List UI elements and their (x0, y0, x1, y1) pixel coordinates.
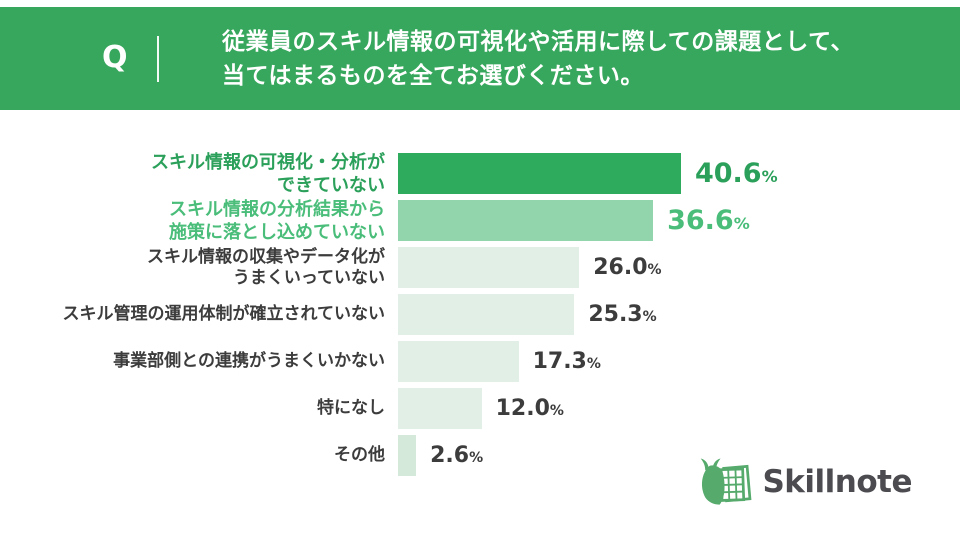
bar (398, 153, 681, 194)
category-label: 特になし (317, 398, 385, 418)
question-title-line2: 当てはまるものを全てお選びください。 (222, 63, 644, 89)
category-label: スキル情報の分析結果から 施策に落とし込めていない (169, 198, 385, 243)
bar-area: 17.3% (398, 341, 960, 382)
bar (398, 341, 519, 382)
percent-sign: % (733, 214, 750, 233)
value-label: 40.6% (695, 158, 778, 189)
q-label: Q (102, 40, 128, 75)
chart-row: 特になし 12.0% (0, 388, 960, 429)
category-label: 事業部側との連携がうまくいかない (113, 351, 385, 371)
chart-row: スキル管理の運用体制が確立されていない 25.3% (0, 294, 960, 335)
skillnote-logo: Skillnote (698, 456, 912, 508)
value-number: 40.6 (694, 158, 762, 189)
percent-sign: % (761, 167, 778, 186)
bar (398, 247, 580, 288)
value-number: 25.3 (588, 302, 643, 327)
question-title-line1: 従業員のスキル情報の可視化や活用に際しての課題として、 (222, 29, 854, 55)
value-label: 26.0% (593, 255, 661, 280)
category-label: その他 (334, 445, 385, 465)
logo-text: Skillnote (762, 464, 912, 500)
category-label: スキル管理の運用体制が確立されていない (62, 304, 386, 324)
value-number: 26.0 (593, 255, 648, 280)
value-label: 17.3% (533, 349, 601, 374)
bar (398, 200, 654, 241)
chart-row: スキル情報の可視化・分析が できていない 40.6% (0, 151, 960, 196)
owl-icon (701, 458, 752, 505)
value-label: 25.3% (588, 302, 656, 327)
question-header: Q 従業員のスキル情報の可視化や活用に際しての課題として、 当てはまるものを全て… (0, 7, 960, 110)
category-label: スキル情報の収集やデータ化が うまくいっていない (147, 246, 385, 288)
percent-sign: % (586, 356, 601, 372)
bar-area: 2.6% (398, 435, 960, 476)
value-number: 12.0 (495, 396, 550, 421)
value-number: 36.6 (667, 205, 734, 236)
bar-chart: スキル情報の可視化・分析が できていない 40.6% スキル情報の分析結果から 施策… (0, 151, 960, 482)
chart-row: スキル情報の収集やデータ化が うまくいっていない 26.0% (0, 247, 960, 288)
bar-area: 36.6% (398, 200, 960, 241)
bar (398, 294, 575, 335)
value-label: 36.6% (667, 205, 750, 236)
percent-sign: % (469, 450, 484, 466)
category-label: スキル情報の可視化・分析が できていない (151, 151, 385, 196)
bar (398, 435, 417, 476)
question-title: 従業員のスキル情報の可視化や活用に際しての課題として、 当てはまるものを全てお選… (222, 25, 854, 93)
value-label: 12.0% (496, 396, 564, 421)
bar-area: 25.3% (398, 294, 960, 335)
chart-row: その他 2.6% (0, 435, 960, 476)
percent-sign: % (647, 262, 662, 278)
value-number: 17.3 (532, 349, 587, 374)
bar-area: 12.0% (398, 388, 960, 429)
value-number: 2.6 (430, 443, 470, 468)
value-label: 2.6% (430, 443, 483, 468)
chart-row: スキル情報の分析結果から 施策に落とし込めていない 36.6% (0, 198, 960, 243)
chart-row: 事業部側との連携がうまくいかない 17.3% (0, 341, 960, 382)
percent-sign: % (549, 403, 564, 419)
bar-area: 40.6% (398, 153, 960, 194)
percent-sign: % (642, 309, 657, 325)
bar (398, 388, 482, 429)
q-divider (157, 36, 159, 82)
bar-area: 26.0% (398, 247, 960, 288)
